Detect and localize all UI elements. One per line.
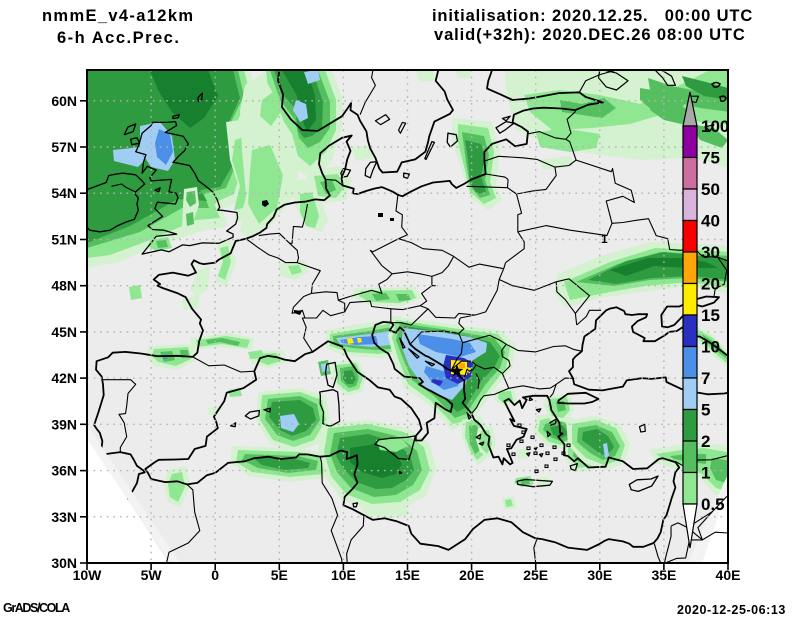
- svg-text:1: 1: [701, 464, 710, 483]
- svg-text:45N: 45N: [51, 324, 77, 340]
- svg-text:75: 75: [701, 149, 720, 168]
- svg-text:0.5: 0.5: [701, 495, 725, 514]
- svg-text:100: 100: [701, 117, 729, 136]
- svg-text:30E: 30E: [587, 567, 612, 583]
- svg-text:7: 7: [701, 369, 710, 388]
- svg-text:54N: 54N: [51, 185, 77, 201]
- svg-text:40: 40: [701, 212, 720, 231]
- svg-text:25E: 25E: [523, 567, 548, 583]
- svg-text:10W: 10W: [73, 567, 103, 583]
- svg-text:42N: 42N: [51, 370, 77, 386]
- svg-text:60N: 60N: [51, 93, 77, 109]
- svg-text:10: 10: [701, 338, 720, 357]
- svg-text:20: 20: [701, 275, 720, 294]
- svg-text:30: 30: [701, 243, 720, 262]
- svg-text:36N: 36N: [51, 463, 77, 479]
- svg-text:15: 15: [701, 306, 720, 325]
- svg-text:5: 5: [701, 401, 710, 420]
- svg-text:57N: 57N: [51, 139, 77, 155]
- svg-text:2: 2: [701, 432, 710, 451]
- svg-text:50: 50: [701, 180, 720, 199]
- svg-text:15E: 15E: [395, 567, 420, 583]
- svg-text:5W: 5W: [141, 567, 163, 583]
- svg-text:0: 0: [211, 567, 219, 583]
- svg-text:48N: 48N: [51, 278, 77, 294]
- svg-text:5E: 5E: [271, 567, 288, 583]
- svg-text:30N: 30N: [51, 555, 77, 571]
- svg-text:39N: 39N: [51, 416, 77, 432]
- svg-text:51N: 51N: [51, 232, 77, 248]
- svg-text:1: 1: [601, 232, 608, 246]
- svg-text:20E: 20E: [459, 567, 484, 583]
- svg-text:33N: 33N: [51, 509, 77, 525]
- svg-text:35E: 35E: [651, 567, 676, 583]
- svg-text:40E: 40E: [716, 567, 741, 583]
- svg-text:10E: 10E: [331, 567, 356, 583]
